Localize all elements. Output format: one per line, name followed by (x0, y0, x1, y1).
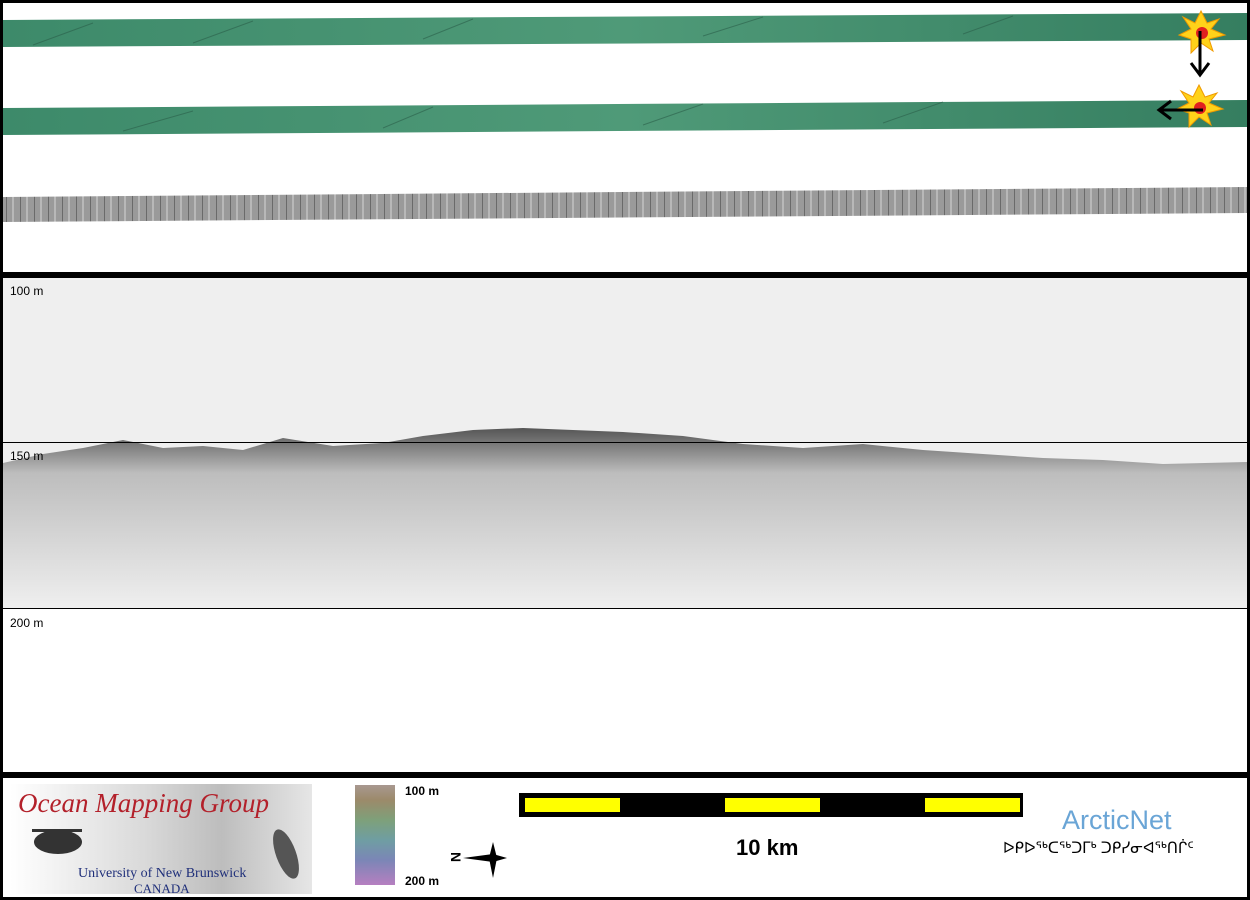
bathymetry-swath-upper (3, 13, 1247, 47)
scale-bar-segment (725, 798, 820, 812)
colorbar-top-label: 100 m (405, 784, 440, 798)
subbottom-profile-panel: 100 m 150 m 200 m (3, 278, 1247, 772)
scale-bar-segment (925, 798, 1020, 812)
depth-label-150: 150 m (10, 449, 44, 463)
profile-image (3, 428, 1247, 608)
depth-gridline-200 (3, 608, 1247, 609)
down-arrow-icon (1189, 31, 1211, 78)
seafloor-reflector (3, 428, 1247, 608)
colorbar-bottom-label: 200 m (405, 874, 440, 888)
backscatter-swath (3, 187, 1247, 222)
omg-logo-university: University of New Brunswick (78, 866, 247, 881)
left-arrow-icon (1156, 99, 1203, 121)
bathymetry-swath-lower (3, 100, 1247, 135)
scale-bar-segment (525, 798, 620, 812)
omg-logo-graphic (32, 829, 299, 879)
omg-logo-country: CANADA (134, 881, 190, 894)
ocean-mapping-group-logo: Ocean Mapping Group University of New Br… (10, 784, 312, 894)
north-arrow-icon: N (449, 842, 507, 878)
arcticnet-syllabics: ᐅᑭᐅᖅᑕᖅᑐᒥᒃ ᑐᑭᓯᓂᐊᖅᑎᒌᑦ (1003, 840, 1194, 857)
depth-label-200: 200 m (10, 616, 44, 630)
arcticnet-logo: ArcticNet (1062, 805, 1172, 835)
swath-panel (3, 3, 1247, 272)
legend-footer: Ocean Mapping Group University of New Br… (3, 778, 1247, 897)
north-arrow-letter: N (449, 852, 464, 862)
omg-logo-title: Ocean Mapping Group (18, 788, 269, 818)
depth-colorbar (355, 785, 395, 885)
depth-label-100: 100 m (10, 284, 44, 298)
depth-gridline-150 (3, 442, 1247, 443)
swath-map (3, 9, 1247, 222)
scale-bar (519, 793, 1023, 817)
scale-bar-label: 10 km (736, 835, 799, 860)
